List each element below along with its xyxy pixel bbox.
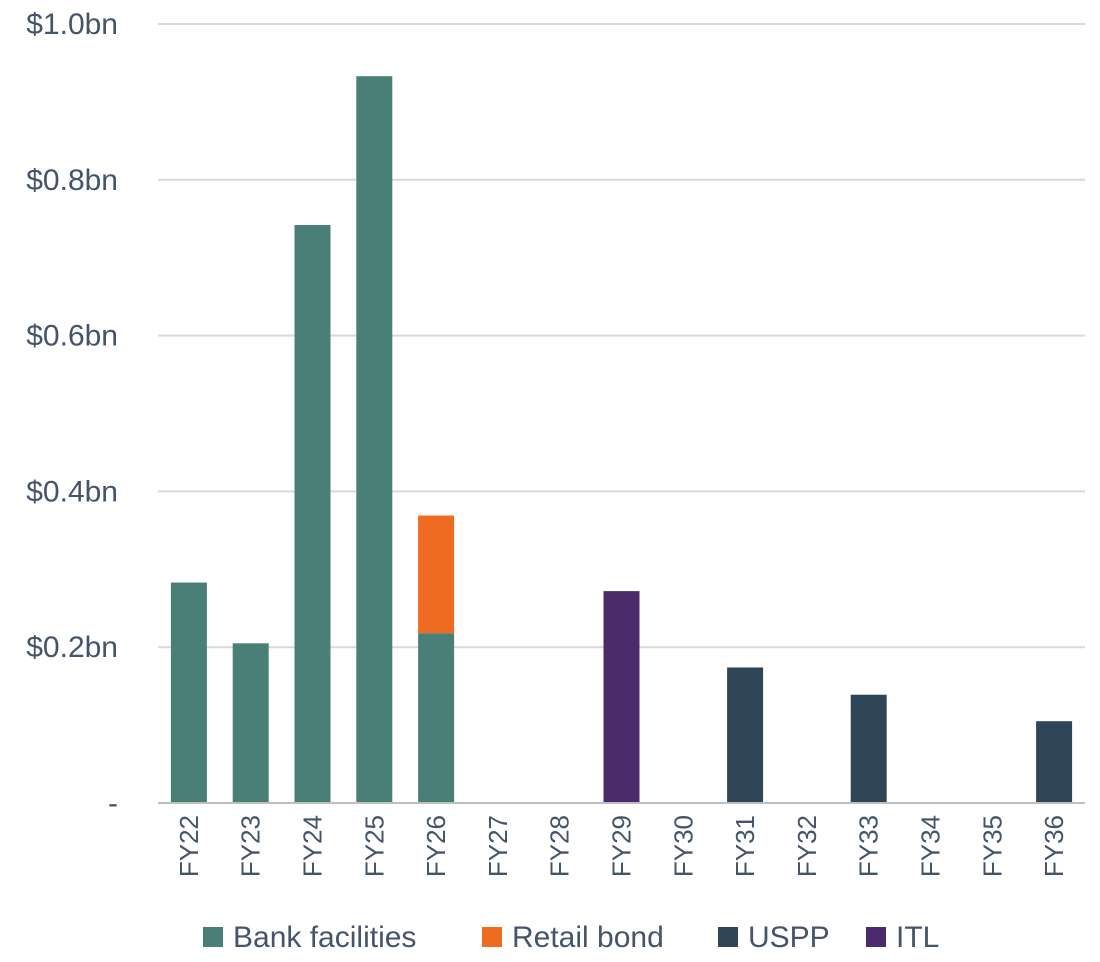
- bar-fy24-bank-facilities: [294, 224, 331, 803]
- x-tick-label: FY23: [236, 815, 266, 877]
- legend-label-bank-facilities: Bank facilities: [233, 921, 416, 954]
- x-tick-label: FY22: [174, 815, 204, 877]
- x-tick-label: FY29: [607, 815, 637, 877]
- x-tick-label: FY24: [298, 815, 328, 877]
- bar-fy36-uspp: [1036, 721, 1073, 803]
- x-tick-label: FY34: [916, 815, 946, 877]
- x-tick-label: FY26: [421, 815, 451, 877]
- x-tick-label: FY36: [1039, 815, 1069, 877]
- x-tick-label: FY30: [668, 815, 698, 877]
- x-tick-label: FY27: [483, 815, 513, 877]
- bar-fy26-bank-facilities: [418, 633, 455, 803]
- x-tick-label: FY28: [545, 815, 575, 877]
- bar-fy29-itl: [603, 591, 640, 803]
- y-tick-label: $0.2bn: [26, 631, 118, 664]
- legend-swatch-itl: [866, 927, 886, 947]
- legend: Bank facilities Retail bond USPP ITL: [203, 921, 939, 954]
- x-axis-ticks: FY22 FY23 FY24 FY25 FY26 FY27 FY28 FY29 FY30 FY31…: [174, 815, 1069, 877]
- x-tick-label: FY31: [730, 815, 760, 877]
- bars: [170, 76, 1073, 804]
- bar-fy31-uspp: [727, 667, 764, 803]
- legend-label-uspp: USPP: [748, 921, 830, 954]
- y-tick-label: $1.0bn: [26, 8, 118, 41]
- bar-fy26-retail-bond: [418, 515, 455, 634]
- bar-fy25-bank-facilities: [356, 76, 393, 804]
- bar-fy22-bank-facilities: [170, 582, 207, 803]
- x-tick-label: FY33: [854, 815, 884, 877]
- y-tick-label: $0.8bn: [26, 164, 118, 197]
- legend-label-retail-bond: Retail bond: [512, 921, 664, 954]
- y-axis-ticks: - $0.2bn $0.4bn $0.6bn $0.8bn $1.0bn: [26, 8, 118, 820]
- legend-label-itl: ITL: [896, 921, 939, 954]
- x-tick-label: FY32: [792, 815, 822, 877]
- y-tick-label: -: [108, 787, 118, 820]
- bar-fy33-uspp: [850, 694, 887, 803]
- x-tick-label: FY35: [977, 815, 1007, 877]
- legend-swatch-bank-facilities: [203, 927, 223, 947]
- bar-fy23-bank-facilities: [232, 643, 269, 803]
- y-tick-label: $0.4bn: [26, 475, 118, 508]
- legend-swatch-uspp: [718, 927, 738, 947]
- y-tick-label: $0.6bn: [26, 320, 118, 353]
- legend-swatch-retail-bond: [482, 927, 502, 947]
- x-tick-label: FY25: [359, 815, 389, 877]
